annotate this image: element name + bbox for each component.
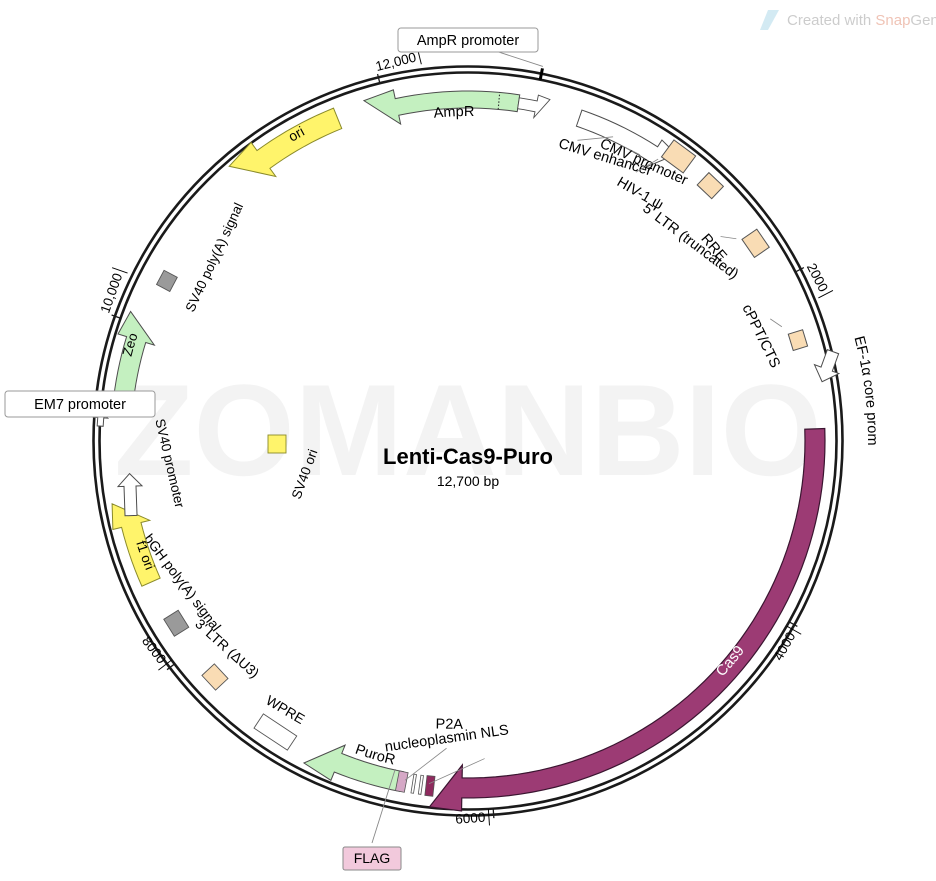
- svg-text:Created with SnapGene®: Created with SnapGene®: [787, 12, 936, 29]
- svg-text:Lenti-Cas9-Puro: Lenti-Cas9-Puro: [383, 444, 553, 469]
- svg-text:EM7 promoter: EM7 promoter: [34, 397, 126, 413]
- svg-text:3' LTR (ΔU3): 3' LTR (ΔU3): [192, 615, 262, 681]
- svg-text:AmpR: AmpR: [433, 104, 474, 122]
- svg-text:P2A: P2A: [435, 716, 463, 732]
- svg-text:AmpR promoter: AmpR promoter: [417, 33, 520, 49]
- svg-text:SV40 poly(A) signal: SV40 poly(A) signal: [183, 200, 247, 314]
- svg-text:5' LTR (truncated): 5' LTR (truncated): [640, 201, 742, 283]
- svg-text:FLAG: FLAG: [354, 850, 391, 866]
- svg-text:12,700 bp: 12,700 bp: [437, 473, 499, 489]
